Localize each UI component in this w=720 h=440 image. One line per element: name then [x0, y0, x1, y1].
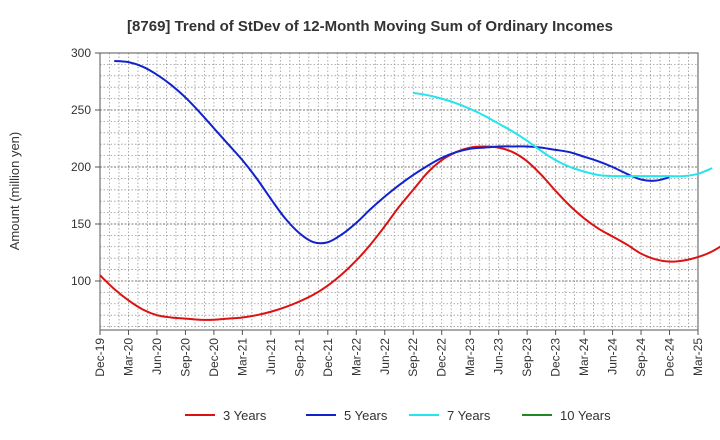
series-line-1: [99, 145, 720, 321]
y-tick-label: 150: [71, 217, 91, 231]
x-tick-label: Dec-24: [663, 338, 677, 377]
x-tick-label: Sep-22: [406, 338, 420, 377]
y-tick-label: 300: [71, 46, 91, 60]
x-tick-label: Sep-23: [520, 338, 534, 377]
y-axis-label: Amount (million yen): [7, 132, 22, 251]
y-tick-label: 250: [71, 103, 91, 117]
legend-label: 3 Years: [223, 408, 267, 423]
x-axis: Dec-19 Mar-20 Jun-20 Sep-20 Dec-20 Mar-21 Jun-…: [93, 330, 705, 377]
x-tick-label: Sep-21: [292, 338, 306, 377]
series-lines: [99, 59, 720, 321]
x-tick-label: Mar-23: [463, 338, 477, 376]
x-tick-label: Jun-21: [264, 338, 278, 375]
x-tick-label: Jun-23: [492, 338, 506, 375]
legend: 3 Years 5 Years 7 Years 10 Years: [185, 408, 611, 423]
x-tick-label: Jun-20: [150, 338, 164, 375]
legend-label: 10 Years: [560, 408, 611, 423]
y-tick-label: 200: [71, 160, 91, 174]
legend-label: 7 Years: [447, 408, 491, 423]
x-tick-label: Dec-21: [321, 338, 335, 377]
legend-label: 5 Years: [344, 408, 388, 423]
x-tick-label: Dec-23: [549, 338, 563, 377]
x-tick-label: Mar-24: [577, 338, 591, 376]
plot-area: [99, 52, 699, 331]
x-tick-label: Jun-24: [606, 338, 620, 375]
y-tick-label: 100: [71, 274, 91, 288]
x-tick-label: Dec-20: [207, 338, 221, 377]
x-tick-label: Dec-19: [93, 338, 107, 377]
x-tick-label: Dec-22: [435, 338, 449, 377]
x-tick-label: Mar-20: [121, 338, 135, 376]
x-tick-label: Mar-22: [349, 338, 363, 376]
y-axis: 100 150 200 250 300: [71, 46, 100, 288]
x-tick-label: Mar-25: [691, 338, 705, 376]
chart-title: [8769] Trend of StDev of 12-Month Moving…: [127, 18, 613, 35]
series-line-2: [114, 59, 670, 245]
x-tick-label: Mar-21: [235, 338, 249, 376]
series-line-3: [413, 91, 713, 178]
grid-lines: [100, 53, 698, 330]
x-tick-label: Sep-20: [178, 338, 192, 377]
x-tick-label: Jun-22: [378, 338, 392, 375]
x-tick-label: Sep-24: [634, 338, 648, 377]
